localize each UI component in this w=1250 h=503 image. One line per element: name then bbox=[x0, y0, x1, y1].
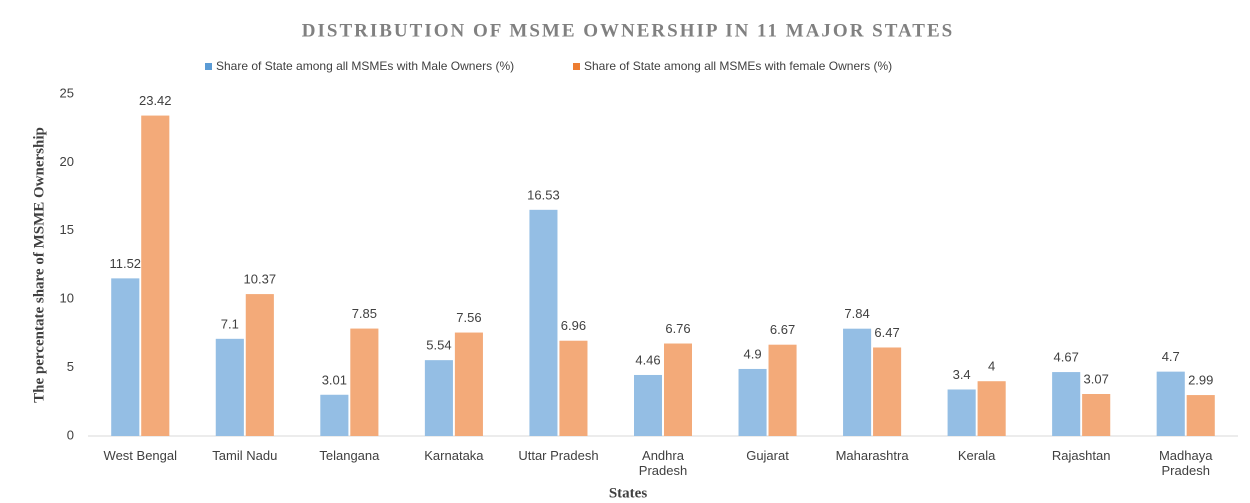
value-label: 11.52 bbox=[109, 256, 141, 271]
value-label: 3.07 bbox=[1084, 371, 1109, 386]
y-tick-label: 0 bbox=[67, 427, 74, 442]
bar-texture bbox=[1052, 372, 1081, 436]
value-label: 6.96 bbox=[561, 318, 586, 333]
value-label: 4.67 bbox=[1054, 350, 1079, 365]
value-label: 4.46 bbox=[635, 352, 660, 367]
value-label: 10.37 bbox=[244, 272, 277, 287]
y-tick-label: 5 bbox=[67, 359, 74, 374]
bar-texture bbox=[768, 344, 797, 436]
value-label: 3.01 bbox=[322, 372, 347, 387]
value-label: 7.1 bbox=[221, 316, 239, 331]
chart-title: DISTRIBUTION OF MSME OWNERSHIP IN 11 MAJ… bbox=[302, 20, 954, 41]
value-label: 6.76 bbox=[665, 321, 690, 336]
bar-texture bbox=[977, 381, 1006, 436]
value-label: 6.67 bbox=[770, 322, 795, 337]
x-tick-label: Rajashtan bbox=[1051, 448, 1111, 463]
y-axis-label: The percentate share of MSME Ownership bbox=[31, 127, 47, 403]
x-tick-label: Telangana bbox=[319, 448, 380, 463]
value-label: 5.54 bbox=[426, 338, 451, 353]
bar-texture bbox=[947, 389, 976, 436]
value-label: 7.84 bbox=[844, 306, 869, 321]
y-tick-label: 25 bbox=[60, 85, 74, 100]
x-axis-label: States bbox=[609, 485, 647, 501]
x-tick-label: Madhaya Pradesh bbox=[1158, 448, 1213, 478]
value-label: 3.4 bbox=[953, 367, 971, 382]
x-tick-label: Gujarat bbox=[746, 448, 789, 463]
value-label: 16.53 bbox=[527, 187, 560, 202]
x-tick-label: Kerala bbox=[957, 448, 996, 463]
bar-texture bbox=[141, 115, 170, 436]
legend-swatch bbox=[205, 63, 212, 70]
bar-texture bbox=[1082, 394, 1111, 436]
y-tick-label: 10 bbox=[60, 291, 74, 306]
bar-texture bbox=[559, 340, 588, 436]
bar-texture bbox=[634, 374, 662, 436]
bar-texture bbox=[215, 338, 244, 436]
value-label: 4 bbox=[988, 359, 995, 374]
value-label: 2.99 bbox=[1188, 373, 1213, 388]
bar-texture bbox=[843, 328, 872, 436]
bar-texture bbox=[111, 278, 140, 436]
value-label: 7.85 bbox=[352, 306, 377, 321]
bar-texture bbox=[350, 328, 379, 436]
bar-texture bbox=[738, 368, 767, 436]
legend-label: Share of State among all MSMEs with fema… bbox=[584, 59, 892, 73]
bar-texture bbox=[424, 360, 453, 436]
bar-texture bbox=[664, 343, 692, 436]
legend-label: Share of State among all MSMEs with Male… bbox=[216, 59, 514, 73]
bar-texture bbox=[1156, 371, 1185, 436]
value-label: 7.56 bbox=[456, 310, 481, 325]
x-tick-label: Uttar Pradesh bbox=[518, 448, 599, 463]
x-tick-label: Andhra Pradesh bbox=[638, 448, 688, 478]
x-tick-label: West Bengal bbox=[103, 448, 177, 463]
bar-texture bbox=[873, 347, 902, 436]
y-tick-label: 20 bbox=[60, 154, 74, 169]
bar-texture bbox=[245, 294, 274, 436]
bar-texture bbox=[1186, 395, 1215, 436]
x-tick-label: Maharashtra bbox=[835, 448, 909, 463]
x-tick-label: Tamil Nadu bbox=[212, 448, 278, 463]
bar-texture bbox=[320, 394, 349, 436]
x-tick-label: Karnataka bbox=[424, 448, 484, 463]
value-label: 23.42 bbox=[139, 93, 172, 108]
bar-texture bbox=[454, 332, 483, 436]
y-tick-label: 15 bbox=[60, 222, 74, 237]
value-label: 4.7 bbox=[1162, 349, 1180, 364]
value-label: 4.9 bbox=[744, 346, 762, 361]
bar-texture bbox=[529, 209, 558, 436]
legend-swatch bbox=[573, 63, 580, 70]
value-label: 6.47 bbox=[874, 325, 899, 340]
